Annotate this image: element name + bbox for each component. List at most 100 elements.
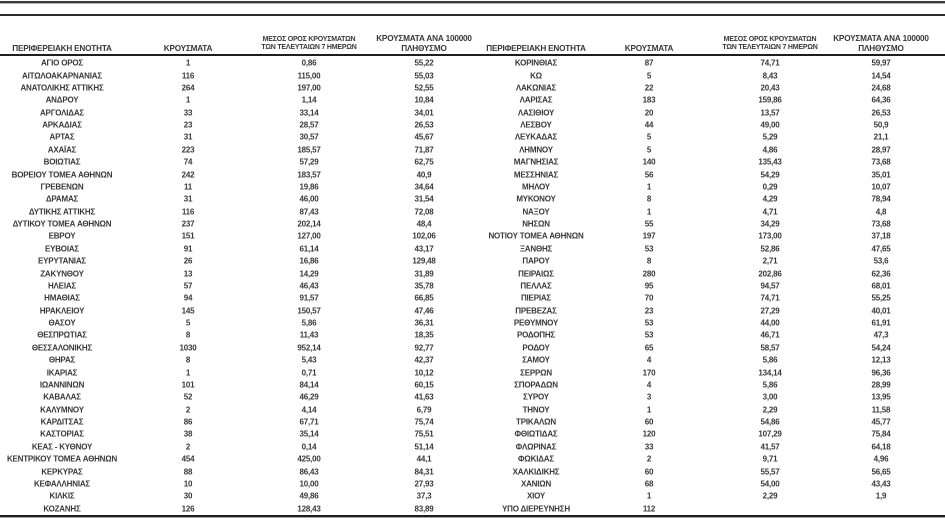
per100k-cell: 73,68 <box>871 219 891 229</box>
per100k-cell: 55,25 <box>871 293 891 303</box>
cases-cell: 60 <box>644 467 654 477</box>
cases-cell: 38 <box>183 429 193 439</box>
per100k-cell: 72,08 <box>414 207 434 217</box>
cases-cell: 60 <box>644 417 654 427</box>
region-cell: ΦΛΩΡΙΝΑΣ <box>515 442 557 452</box>
avg7-cell: 13,57 <box>760 108 780 118</box>
table-row: ΖΑΚΥΝΘΟΥ 13 14,29 31,89 <box>0 267 473 279</box>
region-cell: ΘΗΡΑΣ <box>48 355 76 365</box>
cases-cell: 65 <box>644 343 654 353</box>
cases-cell: 53 <box>644 318 654 328</box>
column-header-avg7-left: ΜΕΣΟΣ ΟΡΟΣ ΚΡΟΥΣΜΑΤΩΝ ΤΩΝ ΤΕΛΕΥΤΑΙΩΝ 7 Η… <box>249 36 369 53</box>
column-header-per100k-right: ΚΡΟΥΣΜΑΤΑ ΑΝΑ 100000 ΠΛΗΘΥΣΜΟ <box>831 34 931 53</box>
column-header-label-line2: ΠΛΗΘΥΣΜΟ <box>858 43 904 53</box>
per100k-cell: 47,3 <box>873 330 889 340</box>
per100k-cell: 1,9 <box>875 491 887 501</box>
region-cell: ΧΑΛΚΙΔΙΚΗΣ <box>512 467 560 477</box>
region-cell: ΛΕΥΚΑΔΑΣ <box>514 132 558 142</box>
table-row: ΚΙΛΚΙΣ 30 49,86 37,3 <box>0 490 473 502</box>
table-row: ΒΟΙΩΤΙΑΣ 74 57,29 62,75 <box>0 156 473 168</box>
per100k-cell: 56,65 <box>871 467 891 477</box>
avg7-cell: 2,71 <box>762 256 778 266</box>
avg7-cell: 46,43 <box>299 281 319 291</box>
table-row: ΧΑΝΙΩΝ 68 54,00 43,43 <box>472 478 945 490</box>
table-row: ΘΕΣΠΡΩΤΙΑΣ 8 11,43 18,35 <box>0 329 473 341</box>
per100k-cell: 31,89 <box>414 269 434 279</box>
table-row: ΦΩΚΙΔΑΣ 2 9,71 4,96 <box>472 453 945 465</box>
cases-cell: 223 <box>181 145 195 155</box>
per100k-cell: 43,43 <box>871 479 891 489</box>
region-cell: ΚΑΣΤΟΡΙΑΣ <box>40 429 84 439</box>
avg7-cell: 135,43 <box>758 157 782 167</box>
table-row: ΚΑΛΥΜΝΟΥ 2 4,14 6,79 <box>0 404 473 416</box>
region-cell: ΝΑΞΟΥ <box>522 207 550 217</box>
per100k-cell: 96,36 <box>871 368 891 378</box>
region-cell: ΜΕΣΣΗΝΙΑΣ <box>513 170 559 180</box>
cases-cell: 5 <box>646 71 652 81</box>
per100k-cell: 45,77 <box>871 417 891 427</box>
table-row: ΤΡΙΚΑΛΩΝ 60 54,86 45,77 <box>472 416 945 428</box>
table-row: ΓΡΕΒΕΝΩΝ 11 19,86 34,64 <box>0 181 473 193</box>
column-header-per100k-left: ΚΡΟΥΣΜΑΤΑ ΑΝΑ 100000 ΠΛΗΘΥΣΜΟ <box>374 34 474 53</box>
per100k-cell: 54,24 <box>871 343 891 353</box>
region-cell: ΛΑΣΙΘΙΟΥ <box>517 108 555 118</box>
region-cell: ΕΥΒΟΙΑΣ <box>44 244 80 254</box>
region-cell: ΤΗΝΟΥ <box>522 405 550 415</box>
column-header-region-left: ΠΕΡΙΦΕΡΕΙΑΚΗ ΕΝΟΤΗΤΑ <box>2 44 122 54</box>
region-cell: ΚΕΡΚΥΡΑΣ <box>41 467 83 477</box>
per100k-cell: 75,84 <box>871 429 891 439</box>
table-row: ΚΩ 5 8,43 14,54 <box>472 69 945 81</box>
region-cell: ΑΝΔΡΟΥ <box>45 95 79 105</box>
cases-cell: 242 <box>181 170 195 180</box>
table-row: ΗΛΕΙΑΣ 57 46,43 35,78 <box>0 280 473 292</box>
avg7-cell: 19,86 <box>299 182 319 192</box>
per100k-cell: 40,01 <box>871 306 891 316</box>
table-row: ΚΕΦΑΛΛΗΝΙΑΣ 10 10,00 27,93 <box>0 478 473 490</box>
avg7-cell: 41,57 <box>760 442 780 452</box>
avg7-cell: 0,71 <box>301 368 317 378</box>
per100k-cell: 26,53 <box>414 120 434 130</box>
avg7-cell: 34,29 <box>760 219 780 229</box>
per100k-cell: 62,75 <box>414 157 434 167</box>
cases-cell: 4 <box>646 380 652 390</box>
per100k-cell: 55,03 <box>414 71 434 81</box>
avg7-cell: 87,43 <box>299 207 319 217</box>
column-header-avg7-right: ΜΕΣΟΣ ΟΡΟΣ ΚΡΟΥΣΜΑΤΩΝ ΤΩΝ ΤΕΛΕΥΤΑΙΩΝ 7 Η… <box>710 36 830 53</box>
avg7-cell: 1,14 <box>301 95 317 105</box>
avg7-cell: 58,57 <box>760 343 780 353</box>
cases-cell: 86 <box>183 417 193 427</box>
table-row: ΝΑΞΟΥ 1 4,71 4,8 <box>472 206 945 218</box>
cases-cell: 2 <box>646 454 652 464</box>
per100k-cell: 64,36 <box>871 95 891 105</box>
region-cell: ΞΑΝΘΗΣ <box>519 244 553 254</box>
cases-cell: 1 <box>646 207 652 217</box>
column-header-label: ΚΡΟΥΣΜΑΤΑ <box>163 43 213 53</box>
per100k-cell: 50,9 <box>873 120 889 130</box>
region-cell: ΠΡΕΒΕΖΑΣ <box>515 306 557 316</box>
region-cell: ΛΑΚΩΝΙΑΣ <box>515 83 557 93</box>
table-row: ΘΕΣΣΑΛΟΝΙΚΗΣ 1030 952,14 92,77 <box>0 342 473 354</box>
top-rule <box>0 1 945 3</box>
avg7-cell: 425,00 <box>297 454 321 464</box>
region-cell: ΦΘΙΩΤΙΔΑΣ <box>514 429 558 439</box>
avg7-cell: 8,43 <box>762 71 778 81</box>
table-right-rows: ΚΟΡΙΝΘΙΑΣ 87 74,71 59,97 ΚΩ 5 8,43 14,54 ΛΑΚΩΝΙΑ… <box>472 57 945 515</box>
cases-cell: 88 <box>183 467 193 477</box>
avg7-cell: 49,86 <box>299 491 319 501</box>
avg7-cell: 150,57 <box>297 306 321 316</box>
table-row: ΣΕΡΡΩΝ 170 134,14 96,36 <box>472 366 945 378</box>
per100k-cell: 28,99 <box>871 380 891 390</box>
cases-cell: 1 <box>185 58 191 68</box>
per100k-cell: 18,35 <box>414 330 434 340</box>
per100k-cell: 26,53 <box>871 108 891 118</box>
avg7-cell: 30,57 <box>299 132 319 142</box>
per100k-cell: 129,48 <box>412 256 436 266</box>
table-row: ΒΟΡΕΙΟΥ ΤΟΜΕΑ ΑΘΗΝΩΝ 242 183,57 40,9 <box>0 168 473 180</box>
table-row: ΙΚΑΡΙΑΣ 1 0,71 10,12 <box>0 366 473 378</box>
per100k-cell: 52,55 <box>414 83 434 93</box>
avg7-cell: 202,86 <box>758 269 782 279</box>
column-header-cases-right: ΚΡΟΥΣΜΑΤΑ <box>619 44 679 54</box>
cases-cell: 8 <box>646 194 652 204</box>
cases-cell: 5 <box>646 145 652 155</box>
avg7-cell: 3,00 <box>762 392 778 402</box>
